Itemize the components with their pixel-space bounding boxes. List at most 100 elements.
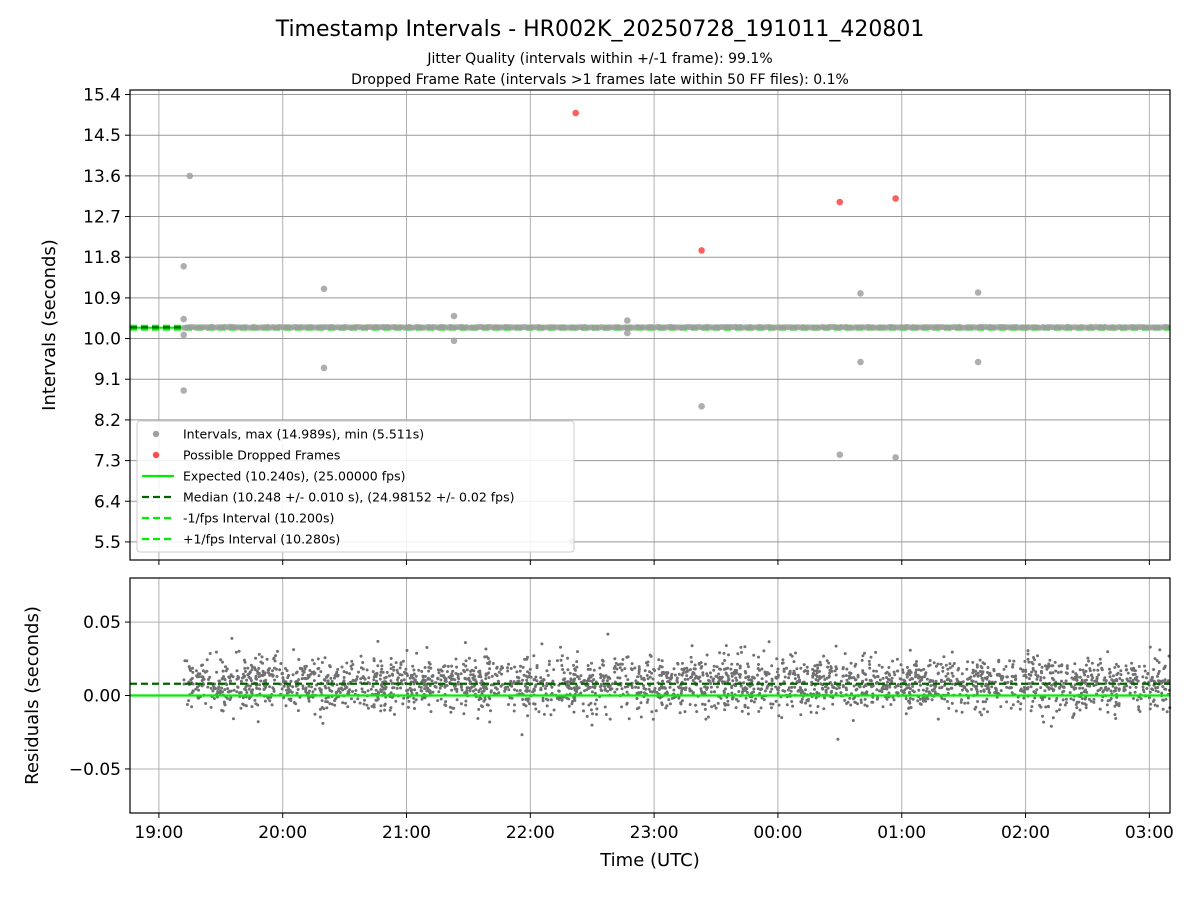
residual-point	[685, 674, 689, 678]
residual-point	[1047, 705, 1050, 709]
residual-point	[351, 690, 354, 693]
residual-point	[775, 657, 779, 661]
residual-point	[1085, 690, 1089, 694]
residual-point	[1110, 678, 1114, 682]
residual-point	[356, 697, 360, 701]
residual-point	[936, 672, 940, 676]
residual-point	[439, 674, 443, 677]
residual-point	[1087, 697, 1091, 701]
residual-point	[630, 662, 634, 666]
residual-point	[185, 703, 189, 706]
residual-point	[752, 687, 756, 691]
residual-point	[318, 687, 322, 690]
residual-point	[362, 702, 366, 706]
residual-point	[542, 712, 546, 716]
residual-point	[769, 690, 772, 694]
residual-point	[979, 689, 983, 693]
residual-point	[1084, 669, 1088, 673]
residual-point	[337, 687, 341, 691]
interval-outlier-point	[624, 317, 631, 324]
residual-point	[960, 698, 963, 702]
residual-point	[934, 679, 938, 683]
residual-point	[284, 704, 288, 708]
residual-point	[528, 702, 531, 706]
residual-point	[979, 664, 983, 668]
residual-point	[966, 660, 970, 664]
residual-point	[654, 709, 658, 713]
residual-point	[830, 683, 834, 687]
residual-point	[291, 685, 295, 689]
residual-point	[707, 678, 710, 682]
residual-point	[952, 662, 956, 665]
residual-point	[488, 720, 492, 724]
intervals-panel: 5.56.47.38.29.110.010.911.812.713.614.51…	[39, 86, 1171, 565]
residual-point	[841, 666, 845, 669]
residual-point	[303, 676, 307, 680]
residual-point	[1039, 676, 1043, 679]
residual-point	[1117, 688, 1121, 692]
residual-point	[313, 671, 317, 675]
residual-point	[726, 699, 730, 703]
residual-point	[642, 678, 646, 682]
residual-point	[340, 665, 344, 669]
residual-point	[637, 669, 641, 673]
residual-point	[794, 651, 797, 655]
residual-point	[636, 675, 640, 679]
residual-point	[456, 680, 460, 684]
residual-point	[1044, 705, 1048, 709]
residual-point	[1083, 679, 1087, 682]
residual-point	[228, 689, 232, 693]
residual-point	[885, 687, 889, 691]
residual-point	[372, 705, 376, 709]
residual-point	[428, 690, 431, 694]
residual-point	[1157, 661, 1161, 664]
residual-point	[412, 676, 415, 680]
residual-point	[566, 668, 570, 672]
residual-point	[922, 667, 926, 671]
residual-point	[911, 689, 915, 693]
residual-point	[637, 706, 641, 710]
residual-point	[979, 674, 983, 677]
residual-point	[187, 699, 191, 703]
residual-point	[245, 691, 249, 694]
residual-point	[491, 662, 495, 665]
residual-point	[423, 666, 427, 669]
residual-point	[532, 678, 536, 682]
residual-point	[296, 688, 300, 691]
residual-point	[225, 696, 229, 700]
residual-point	[391, 673, 395, 677]
residual-point	[1024, 670, 1028, 673]
residual-point	[1040, 665, 1044, 669]
residual-point	[1116, 671, 1120, 675]
residual-point	[305, 691, 309, 695]
residual-point	[826, 686, 830, 690]
residual-point	[887, 666, 891, 669]
residual-point	[479, 675, 483, 679]
residual-point	[1113, 666, 1117, 669]
residual-point	[757, 663, 760, 666]
residual-point	[716, 701, 720, 705]
residual-point	[590, 690, 594, 694]
residual-point	[815, 675, 819, 679]
residual-point	[1133, 676, 1137, 680]
residual-point	[809, 710, 813, 714]
residual-point	[222, 675, 226, 679]
residual-point	[325, 706, 329, 710]
intervals-y-axis-label: Intervals (seconds)	[39, 239, 60, 411]
residual-point	[208, 675, 212, 679]
residual-point	[586, 667, 590, 671]
residual-point	[620, 668, 624, 672]
residual-point	[907, 691, 911, 695]
residual-point	[1046, 665, 1050, 669]
residual-point	[563, 677, 567, 681]
residual-point	[730, 662, 734, 666]
residual-point	[333, 703, 337, 707]
residual-point	[263, 699, 267, 703]
residual-point	[1088, 684, 1092, 688]
residual-point	[941, 666, 945, 670]
residual-point	[924, 671, 928, 675]
residual-point	[957, 666, 961, 670]
residual-point	[182, 678, 186, 682]
residual-point	[606, 684, 610, 688]
residual-point	[688, 689, 692, 693]
